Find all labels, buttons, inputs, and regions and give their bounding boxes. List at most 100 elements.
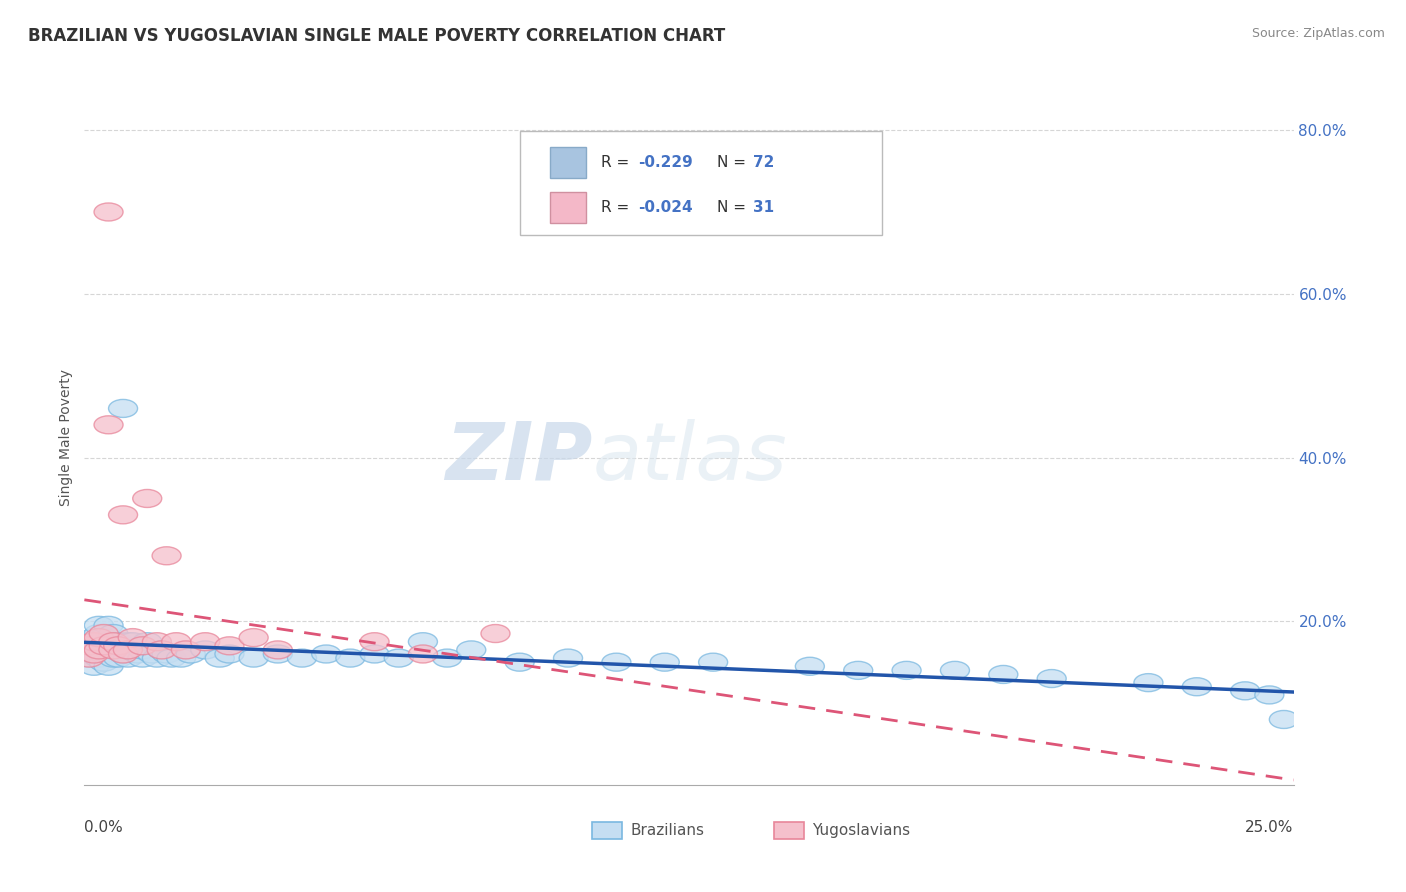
Ellipse shape: [239, 629, 269, 647]
Ellipse shape: [94, 632, 124, 651]
Ellipse shape: [1038, 670, 1066, 688]
Ellipse shape: [1270, 710, 1298, 729]
Ellipse shape: [118, 632, 148, 651]
Ellipse shape: [80, 629, 108, 647]
Text: BRAZILIAN VS YUGOSLAVIAN SINGLE MALE POVERTY CORRELATION CHART: BRAZILIAN VS YUGOSLAVIAN SINGLE MALE POV…: [28, 27, 725, 45]
Ellipse shape: [312, 645, 340, 663]
Ellipse shape: [941, 661, 970, 680]
Ellipse shape: [89, 637, 118, 655]
Ellipse shape: [89, 645, 118, 663]
Ellipse shape: [108, 506, 138, 524]
Ellipse shape: [152, 645, 181, 663]
Ellipse shape: [80, 637, 108, 655]
Ellipse shape: [128, 640, 157, 659]
Ellipse shape: [699, 653, 728, 671]
Ellipse shape: [75, 640, 104, 659]
Ellipse shape: [554, 649, 582, 667]
Ellipse shape: [408, 645, 437, 663]
Text: ZIP: ZIP: [444, 419, 592, 497]
FancyBboxPatch shape: [550, 192, 586, 223]
Ellipse shape: [94, 203, 124, 221]
Ellipse shape: [108, 637, 138, 655]
Ellipse shape: [104, 632, 132, 651]
Text: atlas: atlas: [592, 419, 787, 497]
Ellipse shape: [104, 649, 132, 667]
Ellipse shape: [98, 632, 128, 651]
Text: 31: 31: [754, 200, 775, 215]
FancyBboxPatch shape: [550, 146, 586, 178]
Ellipse shape: [360, 645, 389, 663]
Ellipse shape: [384, 649, 413, 667]
Ellipse shape: [336, 649, 366, 667]
Ellipse shape: [108, 400, 138, 417]
Ellipse shape: [128, 637, 157, 655]
FancyBboxPatch shape: [520, 131, 883, 235]
Ellipse shape: [176, 645, 205, 663]
Ellipse shape: [132, 632, 162, 651]
Ellipse shape: [157, 649, 186, 667]
Y-axis label: Single Male Poverty: Single Male Poverty: [59, 368, 73, 506]
Ellipse shape: [94, 640, 124, 659]
Ellipse shape: [89, 637, 118, 655]
Ellipse shape: [988, 665, 1018, 683]
Ellipse shape: [104, 640, 132, 659]
Text: R =: R =: [600, 154, 634, 169]
Ellipse shape: [128, 649, 157, 667]
Text: 72: 72: [754, 154, 775, 169]
Ellipse shape: [75, 649, 104, 667]
Ellipse shape: [433, 649, 461, 667]
Ellipse shape: [360, 632, 389, 651]
Ellipse shape: [84, 640, 114, 659]
Ellipse shape: [263, 640, 292, 659]
Ellipse shape: [108, 645, 138, 663]
Ellipse shape: [104, 637, 132, 655]
Ellipse shape: [114, 649, 142, 667]
Ellipse shape: [124, 645, 152, 663]
Ellipse shape: [148, 640, 176, 659]
Ellipse shape: [191, 632, 219, 651]
Ellipse shape: [80, 645, 108, 663]
Text: 0.0%: 0.0%: [84, 820, 124, 835]
Ellipse shape: [505, 653, 534, 671]
FancyBboxPatch shape: [773, 822, 804, 839]
Ellipse shape: [148, 640, 176, 659]
Ellipse shape: [80, 657, 108, 675]
Ellipse shape: [94, 657, 124, 675]
Text: R =: R =: [600, 200, 634, 215]
Ellipse shape: [166, 649, 195, 667]
Text: Source: ZipAtlas.com: Source: ZipAtlas.com: [1251, 27, 1385, 40]
Ellipse shape: [84, 640, 114, 659]
Ellipse shape: [481, 624, 510, 642]
Ellipse shape: [142, 649, 172, 667]
Ellipse shape: [114, 632, 142, 651]
Text: Brazilians: Brazilians: [631, 822, 704, 838]
Ellipse shape: [287, 649, 316, 667]
Ellipse shape: [94, 416, 124, 434]
Ellipse shape: [408, 632, 437, 651]
Ellipse shape: [215, 645, 245, 663]
Ellipse shape: [89, 629, 118, 647]
Text: Yugoslavians: Yugoslavians: [813, 822, 911, 838]
Text: -0.229: -0.229: [638, 154, 693, 169]
Ellipse shape: [891, 661, 921, 680]
Ellipse shape: [457, 640, 486, 659]
Ellipse shape: [1182, 678, 1212, 696]
Ellipse shape: [98, 649, 128, 667]
Ellipse shape: [84, 632, 114, 651]
Ellipse shape: [89, 624, 118, 642]
Ellipse shape: [1133, 673, 1163, 691]
Ellipse shape: [796, 657, 824, 675]
Ellipse shape: [1230, 681, 1260, 700]
Ellipse shape: [172, 640, 201, 659]
Ellipse shape: [263, 645, 292, 663]
Ellipse shape: [114, 640, 142, 659]
Ellipse shape: [94, 616, 124, 634]
Ellipse shape: [80, 645, 108, 663]
Ellipse shape: [108, 645, 138, 663]
Text: 25.0%: 25.0%: [1246, 820, 1294, 835]
Ellipse shape: [215, 637, 245, 655]
Ellipse shape: [138, 645, 166, 663]
Ellipse shape: [84, 624, 114, 642]
Ellipse shape: [98, 637, 128, 655]
Ellipse shape: [142, 632, 172, 651]
